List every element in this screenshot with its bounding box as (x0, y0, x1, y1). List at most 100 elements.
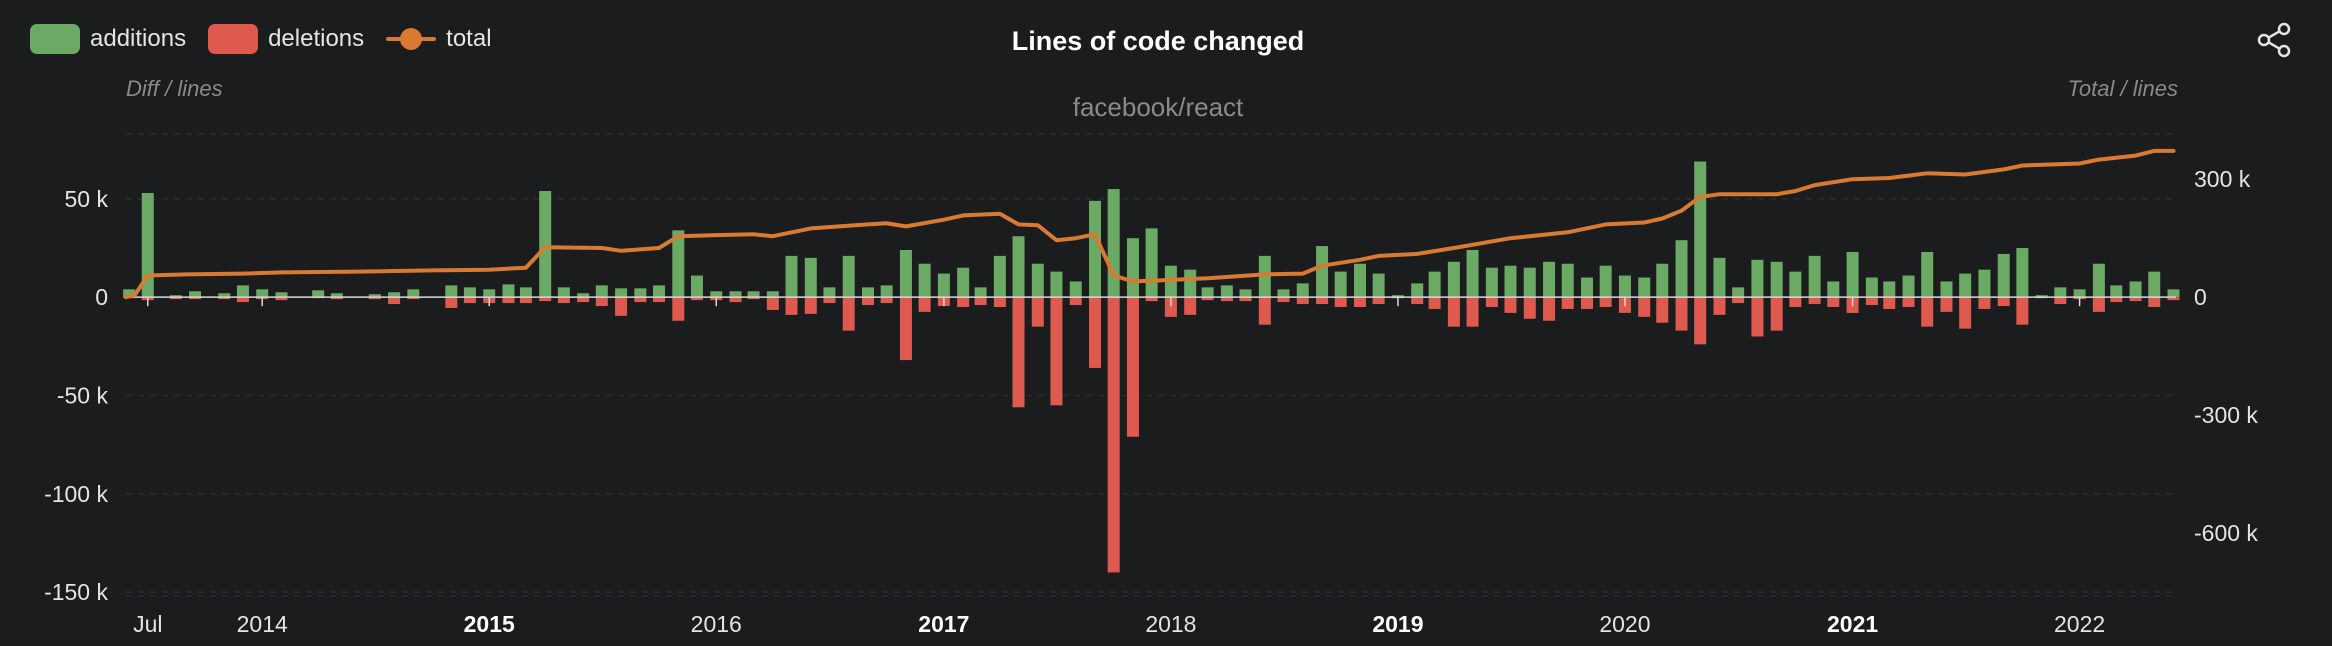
legend-item-deletions[interactable]: deletions (208, 24, 364, 54)
additions-bar (256, 289, 269, 298)
additions-bar (1504, 265, 1517, 298)
additions-bar (463, 287, 476, 298)
x-tick-label: 2019 (1372, 611, 1423, 637)
additions-bar (823, 287, 836, 298)
y-tick-label: -50 k (57, 382, 109, 408)
deletions-bar (1504, 297, 1517, 313)
x-tick-label: 2022 (2054, 611, 2105, 637)
additions-bar (483, 289, 496, 298)
deletions-bar (918, 297, 931, 312)
deletions-bar (615, 297, 628, 316)
y2-tick-label: 0 (2194, 284, 2207, 310)
deletions-bar (2054, 297, 2067, 305)
deletions-bar (1789, 297, 1802, 308)
additions-bar (2148, 271, 2161, 298)
additions-bar (1277, 289, 1290, 298)
deletions-bar (407, 297, 420, 300)
additions-bar (862, 287, 875, 298)
additions-bar (1543, 261, 1556, 298)
additions-bar (445, 285, 458, 298)
deletions-bar (1353, 297, 1366, 308)
additions-bar (1201, 287, 1214, 298)
x-tick-label: 2020 (1599, 611, 1650, 637)
additions-bar (1846, 251, 1859, 298)
additions-bar (275, 292, 288, 298)
additions-bar (653, 285, 666, 298)
chart-title: Lines of code changed (1011, 26, 1305, 56)
deletions-bar (899, 297, 912, 361)
additions-bar (1675, 240, 1688, 298)
y2-tick-label: -300 k (2194, 402, 2258, 428)
additions-bar (634, 288, 647, 298)
additions-bar (1428, 271, 1441, 298)
additions-bar (368, 294, 381, 298)
additions-bar (1239, 289, 1252, 298)
additions-bar (595, 285, 608, 298)
additions-bar (577, 293, 590, 298)
additions-bar (141, 192, 154, 298)
additions-bar (218, 293, 231, 298)
additions-bar (539, 191, 552, 298)
additions-bar (880, 285, 893, 298)
additions-bar (1353, 263, 1366, 298)
additions-bar (710, 291, 723, 298)
y-tick-label: 0 (95, 284, 108, 310)
deletions-bar (1580, 297, 1593, 309)
additions-bar (1411, 283, 1424, 298)
additions-bar (1296, 283, 1309, 298)
additions-bar (690, 275, 703, 298)
y-tick-label: -150 k (44, 579, 108, 605)
deletions-bar (1447, 297, 1460, 327)
additions-bar (1865, 277, 1878, 298)
additions-bar (330, 293, 343, 298)
x-tick-label: Jul (133, 611, 162, 637)
chart-subtitle: facebook/react (1072, 92, 1244, 122)
deletions-bar (1184, 297, 1197, 315)
additions-bar (2092, 263, 2105, 298)
additions-bar (1107, 189, 1120, 298)
deletions-bar (747, 297, 760, 300)
additions-bar (2054, 287, 2067, 298)
y2-tick-label: 300 k (2194, 166, 2251, 192)
additions-bar (1940, 281, 1953, 298)
legend-item-additions[interactable]: additions (30, 24, 186, 54)
deletions-bar (368, 297, 381, 300)
deletions-bar (1732, 297, 1745, 304)
additions-bar (1656, 263, 1669, 298)
additions-bar (918, 263, 931, 298)
additions-bar (1220, 285, 1233, 298)
deletions-bar (218, 297, 231, 300)
legend-item-total[interactable]: total (386, 24, 492, 54)
deletions-bar (557, 297, 570, 304)
additions-bar (519, 287, 532, 298)
additions-bar (957, 267, 970, 298)
x-tick-label: 2017 (918, 611, 969, 637)
legend: additions deletions total (30, 24, 492, 54)
additions-bar (1372, 273, 1385, 298)
additions-bar (2073, 289, 2086, 298)
additions-bar (1770, 261, 1783, 298)
deletions-bar (1296, 297, 1309, 305)
additions-bar (937, 273, 950, 298)
deletions-bar (1959, 297, 1972, 329)
deletions-bar (1978, 297, 1991, 309)
deletions-bar (1770, 297, 1783, 331)
additions-bar (766, 291, 779, 298)
additions-bar (1258, 255, 1271, 298)
deletions-bar (1334, 297, 1347, 308)
share-icon[interactable] (2254, 20, 2294, 60)
deletions-bar (634, 297, 647, 303)
additions-bar (1997, 253, 2010, 298)
deletions-bar (1997, 297, 2010, 307)
deletions-bar (1145, 297, 1158, 302)
additions-bar (1902, 275, 1915, 298)
y-tick-label: -100 k (44, 481, 108, 507)
additions-bar (1012, 236, 1025, 298)
additions-bar (1751, 259, 1764, 298)
additions-bar (1599, 265, 1612, 298)
deletions-bar (519, 297, 532, 304)
deletions-bar (1599, 297, 1612, 308)
deletions-bar (577, 297, 590, 303)
left-axis-title: Diff / lines (126, 76, 223, 101)
